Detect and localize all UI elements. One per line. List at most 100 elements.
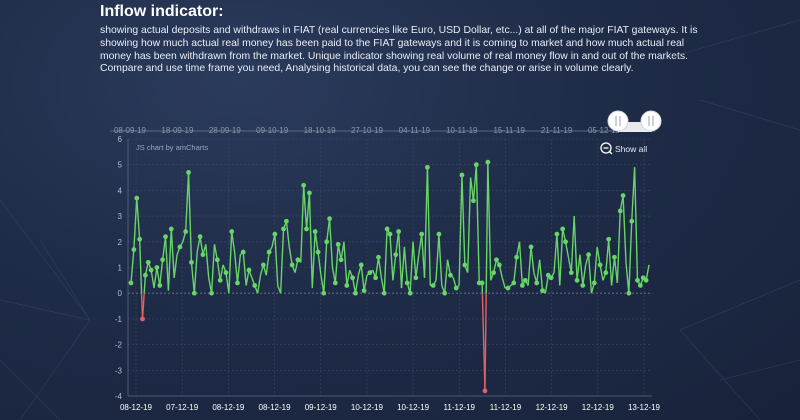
data-point[interactable] [404,280,410,286]
data-point[interactable] [505,285,511,291]
data-point[interactable] [519,283,525,288]
data-point[interactable] [626,290,632,296]
data-point[interactable] [148,267,154,273]
data-point[interactable] [145,259,151,265]
data-point[interactable] [301,182,307,188]
data-point[interactable] [335,241,341,247]
data-point[interactable] [448,272,453,278]
data-point[interactable] [381,290,387,296]
data-point[interactable] [637,283,643,288]
data-point[interactable] [534,280,540,286]
data-point[interactable] [419,231,425,237]
data-point[interactable] [131,247,137,252]
data-point[interactable] [606,236,612,242]
data-point[interactable] [157,283,163,288]
data-point[interactable] [568,270,574,276]
data-point[interactable] [367,270,373,276]
show-all-button[interactable]: Show all [600,142,647,155]
data-point[interactable] [376,254,381,260]
data-point[interactable] [168,226,174,232]
chart-credit[interactable]: JS chart by amCharts [136,143,208,152]
data-point[interactable] [315,249,321,255]
data-point[interactable] [560,226,566,232]
data-point[interactable] [373,275,379,281]
data-point[interactable] [209,290,214,296]
data-point[interactable] [462,262,468,268]
data-point[interactable] [344,283,350,288]
data-point[interactable] [295,257,301,263]
data-point[interactable] [338,257,344,263]
data-point[interactable] [229,229,235,234]
navigator-right-handle[interactable] [640,110,662,132]
data-point[interactable] [289,262,295,268]
data-point[interactable] [574,277,580,283]
data-point[interactable] [353,290,358,296]
data-point[interactable] [142,272,148,278]
data-point[interactable] [177,244,183,250]
data-point[interactable] [200,252,206,258]
data-point[interactable] [160,257,166,263]
data-point[interactable] [643,277,649,283]
data-point[interactable] [183,229,189,234]
data-point[interactable] [304,226,309,232]
data-point[interactable] [617,208,623,214]
data-point[interactable] [494,257,499,263]
data-point[interactable] [332,280,338,286]
data-point[interactable] [189,259,194,265]
data-point[interactable] [240,249,246,255]
navigator-selection[interactable] [618,122,652,132]
data-point[interactable] [612,254,617,260]
data-point[interactable] [496,262,502,268]
data-point[interactable] [540,288,545,294]
data-point[interactable] [387,231,393,237]
data-point[interactable] [459,172,465,178]
data-point[interactable] [284,218,289,224]
data-point[interactable] [485,159,491,165]
data-point[interactable] [563,239,568,245]
data-point[interactable] [482,388,488,394]
data-point[interactable] [603,270,609,276]
data-point[interactable] [491,270,496,276]
data-point[interactable] [272,231,278,237]
data-point[interactable] [137,236,143,242]
navigator-left-handle[interactable] [607,110,629,132]
data-point[interactable] [217,277,223,283]
data-point[interactable] [635,277,640,283]
data-point[interactable] [154,265,160,270]
data-point[interactable] [528,244,534,250]
data-point[interactable] [479,280,485,286]
data-point[interactable] [597,262,603,268]
data-point[interactable] [473,162,479,168]
data-point[interactable] [140,316,145,322]
data-point[interactable] [312,229,318,234]
data-point[interactable] [197,234,203,240]
data-point[interactable] [629,218,635,224]
data-point[interactable] [471,198,476,204]
data-point[interactable] [246,267,252,273]
data-point[interactable] [252,283,258,288]
data-point[interactable] [235,280,240,286]
data-point[interactable] [307,190,312,196]
data-point[interactable] [511,280,517,286]
data-point[interactable] [436,231,442,237]
data-point[interactable] [425,164,430,170]
data-point[interactable] [191,290,197,296]
data-point[interactable] [384,226,390,232]
data-point[interactable] [266,249,272,255]
data-point[interactable] [321,290,327,296]
data-point[interactable] [548,275,554,281]
data-point[interactable] [453,285,459,291]
data-point[interactable] [514,254,520,260]
data-point[interactable] [580,283,586,288]
data-point[interactable] [214,257,220,263]
data-point[interactable] [413,275,419,281]
date-navigator[interactable]: 08-09-19 18-09-19 28-09-19 09-10-19 18-10-19… [110,110,662,135]
data-point[interactable] [281,226,286,232]
data-point[interactable] [260,262,266,268]
data-point[interactable] [358,262,364,268]
data-point[interactable] [591,280,597,286]
data-point[interactable] [407,290,413,296]
data-point[interactable] [327,216,332,222]
data-point[interactable] [393,252,399,258]
data-point[interactable] [223,270,229,276]
